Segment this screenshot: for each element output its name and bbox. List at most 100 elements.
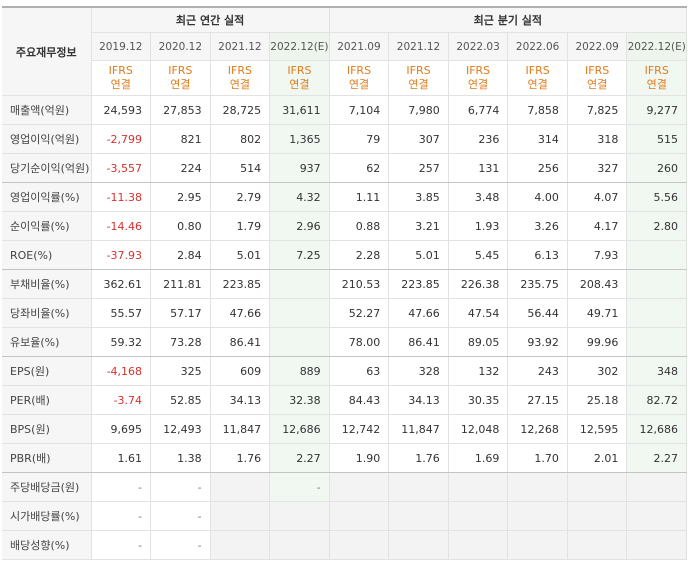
basis-header-8: IFRS 연결	[567, 60, 628, 96]
table-cell	[269, 501, 330, 531]
table-cell: 1,365	[269, 124, 330, 154]
table-row: EPS(원) -4,168 325 609 889 63 328 132 243 302 348	[2, 356, 687, 386]
table-cell: -3,557	[91, 153, 152, 183]
table-cell: 73.28	[150, 327, 211, 357]
table-cell: 3.85	[388, 182, 449, 212]
table-cell	[626, 501, 687, 531]
table-cell	[567, 530, 628, 560]
table-cell: -3.74	[91, 385, 152, 415]
financial-summary-table: 주요재무정보 최근 연간 실적 최근 분기 실적 2019.12 2020.12 2…	[2, 6, 688, 560]
period-header-row: 2019.12 2020.12 2021.12 2022.12(E) 2021.09 20…	[2, 32, 687, 61]
table-cell: 28,725	[210, 95, 271, 125]
table-cell: 86.41	[210, 327, 271, 357]
table-cell: 0.88	[328, 211, 390, 241]
table-cell: 1.93	[448, 211, 509, 241]
table-cell: 7,825	[567, 95, 628, 125]
table-cell: 1.70	[507, 443, 568, 473]
table-cell: 56.44	[507, 298, 568, 328]
row-label: 유보율(%)	[2, 327, 92, 357]
table-cell: 223.85	[388, 269, 449, 299]
basis-header-row: IFRS 연결 IFRS 연결 IFRS 연결 IFRS 연결 IFRS 연결 IFRS 연결 IFRS…	[2, 60, 687, 96]
table-cell: 224	[150, 153, 211, 183]
table-cell: 2.27	[626, 443, 687, 473]
basis-consolidated-label: 연결	[348, 78, 370, 91]
table-cell: 5.01	[388, 240, 449, 270]
table-cell: 49.71	[567, 298, 628, 328]
table-cell: 5.01	[210, 240, 271, 270]
period-header-5: 2021.12	[388, 32, 449, 61]
table-cell: -	[91, 530, 152, 560]
table-cell: 84.43	[328, 385, 390, 415]
basis-header-3: IFRS 연결	[269, 60, 330, 96]
table-cell: 7,980	[388, 95, 449, 125]
table-cell: 62	[328, 153, 390, 183]
table-cell: 34.13	[388, 385, 449, 415]
table-cell	[269, 327, 330, 357]
table-cell: 3.48	[448, 182, 509, 212]
basis-header-0: IFRS 연결	[91, 60, 152, 96]
table-cell: -	[150, 472, 211, 502]
basis-consolidated-label: 연결	[527, 78, 548, 91]
period-header-7: 2022.06	[507, 32, 568, 61]
table-cell	[448, 501, 509, 531]
table-cell: 1.76	[388, 443, 449, 473]
basis-ifrs-label: IFRS	[168, 64, 193, 77]
period-header-6: 2022.03	[448, 32, 509, 61]
table-cell	[567, 472, 628, 502]
table-cell: 7.25	[269, 240, 330, 270]
table-cell: 2.80	[626, 211, 687, 241]
table-row: 매출액(억원) 24,593 27,853 28,725 31,611 7,104 7,98…	[2, 95, 687, 125]
table-cell: 52.27	[328, 298, 390, 328]
row-label: PER(배)	[2, 385, 92, 415]
table-cell: 131	[448, 153, 509, 183]
table-cell: 4.07	[567, 182, 628, 212]
basis-header-2: IFRS 연결	[210, 60, 271, 96]
table-cell: 12,268	[507, 414, 568, 444]
table-cell: -	[91, 501, 152, 531]
table-cell: 327	[567, 153, 628, 183]
period-header-0: 2019.12	[91, 32, 152, 61]
table-row: 시가배당률(%) - -	[2, 501, 687, 531]
table-cell	[448, 530, 509, 560]
table-cell: 314	[507, 124, 568, 154]
basis-consolidated-label: 연결	[170, 78, 191, 91]
table-cell	[507, 472, 568, 502]
period-header-2: 2021.12	[210, 32, 271, 61]
basis-ifrs-label: IFRS	[108, 64, 133, 77]
row-label: 당좌비율(%)	[2, 298, 92, 328]
row-label: 매출액(억원)	[2, 95, 92, 125]
table-cell: 318	[567, 124, 628, 154]
table-row: 영업이익(억원) -2,799 821 802 1,365 79 307 236 314 318 5…	[2, 124, 687, 154]
table-cell: -11.38	[91, 182, 152, 212]
table-cell: 12,742	[328, 414, 390, 444]
table-cell	[328, 530, 390, 560]
table-cell: 132	[448, 356, 509, 386]
table-row: 유보율(%) 59.32 73.28 86.41 78.00 86.41 89.05 93.9…	[2, 327, 687, 357]
table-cell: 27.15	[507, 385, 568, 415]
table-cell: 47.54	[448, 298, 509, 328]
table-cell	[507, 501, 568, 531]
table-cell	[626, 327, 687, 357]
table-body: 매출액(억원) 24,593 27,853 28,725 31,611 7,104 7,98…	[2, 95, 687, 560]
table-cell: -4,168	[91, 356, 152, 386]
table-cell: 12,595	[567, 414, 628, 444]
table-row: 부채비율(%) 362.61 211.81 223.85 210.53 223.85 226…	[2, 269, 687, 299]
table-cell: 2.01	[567, 443, 628, 473]
row-label: 시가배당률(%)	[2, 501, 92, 531]
row-label: PBR(배)	[2, 443, 92, 473]
basis-ifrs-label: IFRS	[644, 64, 669, 77]
table-cell: 2.95	[150, 182, 211, 212]
table-cell: 6,774	[448, 95, 509, 125]
table-cell	[328, 501, 390, 531]
table-cell: -2,799	[91, 124, 152, 154]
table-cell: 328	[388, 356, 449, 386]
table-cell: 2.96	[269, 211, 330, 241]
table-cell: 86.41	[388, 327, 449, 357]
table-cell: 260	[626, 153, 687, 183]
table-cell: 12,493	[150, 414, 211, 444]
table-cell: 78.00	[328, 327, 390, 357]
basis-consolidated-label: 연결	[646, 78, 667, 91]
table-cell: 362.61	[91, 269, 152, 299]
table-row: 당기순이익(억원) -3,557 224 514 937 62 257 131 256 327 26…	[2, 153, 687, 183]
table-cell	[388, 501, 449, 531]
